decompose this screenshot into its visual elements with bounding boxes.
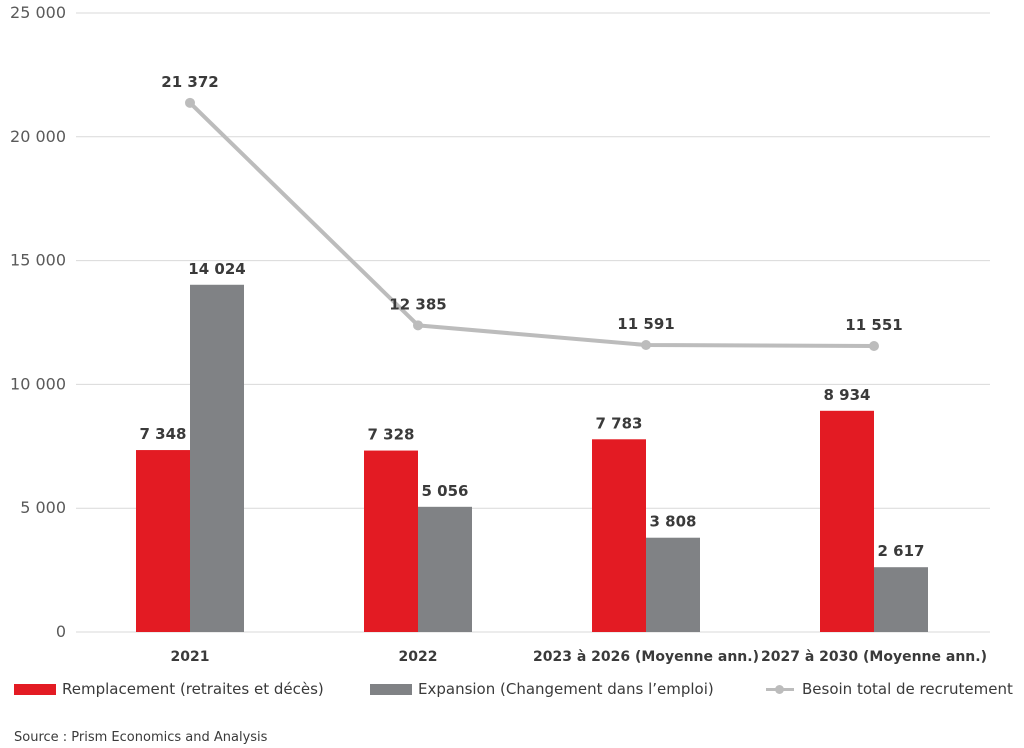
total-value-label: 21 372 [161, 73, 218, 91]
legend-label-besoin-total: Besoin total de recrutement [802, 680, 1013, 698]
bar-value-label: 8 934 [824, 386, 871, 404]
total-line-point [185, 97, 195, 108]
total-value-label: 12 385 [389, 295, 446, 313]
source-note: Source : Prism Economics and Analysis [14, 730, 268, 745]
legend-label-remplacement: Remplacement (retraites et décès) [62, 680, 324, 698]
legend-swatch-besoin-total [766, 684, 794, 695]
total-line-point [869, 340, 879, 351]
y-axis-ticks: 0 5 000 10 000 15 000 20 000 25 000 [10, 3, 66, 641]
data-labels: 7 348 7 328 7 783 8 934 14 024 5 056 3 808 2 61… [140, 73, 925, 560]
y-tick-label: 0 [56, 622, 66, 641]
bar-remplacement [364, 450, 418, 632]
legend-label-expansion: Expansion (Changement dans l’emploi) [418, 680, 714, 698]
bar-value-label: 5 056 [422, 482, 469, 500]
bar-value-label: 7 783 [596, 414, 643, 432]
x-category-label: 2023 à 2026 (Moyenne ann.) [533, 649, 759, 665]
legend-swatch-expansion [370, 683, 412, 695]
legend-swatch-remplacement [14, 683, 56, 695]
y-tick-label: 5 000 [20, 498, 66, 517]
bar-value-label: 7 328 [368, 426, 415, 444]
bar-expansion [874, 567, 928, 632]
bar-expansion [418, 506, 472, 632]
total-value-label: 11 551 [845, 316, 902, 334]
y-tick-label: 25 000 [10, 3, 66, 22]
legend-item-besoin-total: Besoin total de recrutement [766, 680, 1013, 698]
bar-remplacement [820, 410, 874, 632]
bar-value-label: 3 808 [650, 513, 697, 531]
x-axis-categories: 2021 2022 2023 à 2026 (Moyenne ann.) 2027 à… [171, 649, 987, 665]
x-category-label: 2027 à 2030 (Moyenne ann.) [761, 649, 987, 665]
x-category-label: 2022 [399, 649, 438, 665]
bar-value-label: 7 348 [140, 425, 187, 443]
total-line-path [188, 101, 875, 348]
total-line-point [413, 320, 423, 331]
y-tick-label: 20 000 [10, 127, 66, 146]
legend: Remplacement (retraites et décès) Expans… [14, 680, 1020, 702]
chart: 0 5 000 10 000 15 000 20 000 25 000 7 348 7 32… [10, 3, 990, 665]
y-tick-label: 15 000 [10, 251, 66, 270]
legend-item-expansion: Expansion (Changement dans l’emploi) [370, 680, 714, 698]
total-value-label: 11 591 [617, 315, 674, 333]
bar-expansion [190, 284, 244, 632]
x-category-label: 2021 [171, 649, 210, 665]
bar-remplacement [592, 439, 646, 632]
bar-value-label: 2 617 [878, 542, 925, 560]
total-line [185, 97, 879, 351]
bars [136, 284, 928, 632]
legend-item-remplacement: Remplacement (retraites et décès) [14, 680, 324, 698]
bar-expansion [646, 537, 700, 632]
y-tick-label: 10 000 [10, 374, 66, 393]
bar-remplacement [136, 450, 190, 632]
bar-value-label: 14 024 [188, 260, 245, 278]
total-line-point [641, 340, 651, 351]
